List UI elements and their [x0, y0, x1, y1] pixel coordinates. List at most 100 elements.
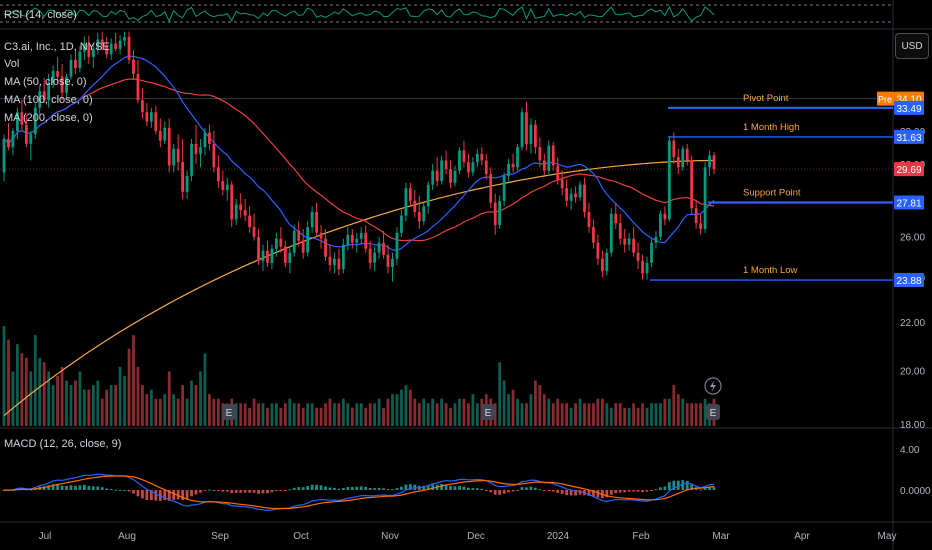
- macd-histogram-bar: [248, 490, 251, 493]
- candle-body: [542, 160, 546, 171]
- candle-body: [56, 71, 59, 77]
- macd-histogram-bar: [136, 490, 140, 497]
- volume-bar: [56, 376, 59, 426]
- candle-body: [663, 213, 667, 220]
- candle-body: [636, 252, 640, 261]
- time-axis[interactable]: Jul Aug Sep Oct Nov Dec 2024 Feb Mar Apr May: [39, 531, 897, 542]
- macd-histogram-bar: [596, 490, 600, 498]
- macd-histogram-bar: [275, 490, 278, 491]
- volume-bar: [449, 407, 452, 426]
- price-tick-label: 22.00: [900, 318, 925, 329]
- macd-histogram-bar: [493, 490, 497, 495]
- candle-body: [587, 211, 591, 228]
- volume-bar: [87, 389, 91, 426]
- volume-bar: [609, 407, 613, 426]
- volume-bar: [51, 385, 55, 426]
- price-tick-label: 18.00: [900, 420, 925, 431]
- rsi-legend: RSI (14, close): [4, 9, 77, 21]
- candle-body: [301, 240, 305, 253]
- candle-body: [422, 206, 426, 222]
- volume-bar: [529, 394, 533, 426]
- macd-histogram-bar: [382, 488, 385, 490]
- candle-body: [310, 211, 314, 228]
- macd-histogram-bar: [172, 490, 176, 500]
- macd-histogram-bar: [614, 490, 618, 494]
- volume-bar: [578, 398, 582, 426]
- macd-histogram-bar: [163, 490, 167, 501]
- candle-body: [449, 168, 452, 183]
- macd-histogram-bar: [105, 488, 109, 490]
- volume-bar: [645, 407, 649, 426]
- earnings-marker-label: E: [485, 408, 492, 419]
- candle-body: [672, 140, 676, 158]
- candle-body: [203, 132, 207, 148]
- candle-body: [404, 188, 408, 216]
- macd-histogram-bar: [627, 490, 631, 492]
- earnings-marker[interactable]: E: [481, 404, 495, 420]
- candle-body: [676, 157, 680, 168]
- volume-bar: [520, 403, 524, 426]
- earnings-markers[interactable]: E E E: [222, 377, 722, 420]
- volume-bar: [498, 362, 502, 426]
- volume-bar: [391, 394, 394, 426]
- price-tags: 34.10 Pre 33.49 31.63 27.81 23.88 29.69: [877, 91, 924, 288]
- candle-body: [208, 132, 211, 144]
- volume-bar: [7, 339, 10, 426]
- volume-bar: [574, 403, 577, 426]
- volume-bar: [301, 407, 305, 426]
- volume-bar: [212, 398, 216, 426]
- time-tick-label: May: [878, 531, 897, 542]
- earnings-marker-label: E: [226, 408, 233, 419]
- earnings-marker[interactable]: E: [706, 404, 720, 420]
- volume-bar: [368, 403, 372, 426]
- volume-bar: [377, 398, 381, 426]
- macd-histogram-bar: [319, 485, 323, 490]
- volume-bar: [690, 403, 694, 426]
- candle-body: [38, 91, 42, 108]
- moving-averages: [3, 55, 715, 417]
- candle-body: [614, 213, 618, 224]
- time-tick-label: Mar: [712, 531, 730, 542]
- macd-histogram-bar: [96, 486, 100, 490]
- candle-body: [650, 242, 653, 263]
- macd-histogram-bar: [645, 490, 649, 492]
- candle-body: [408, 188, 412, 201]
- candle-body: [127, 36, 131, 60]
- macd-histogram-bar: [190, 490, 193, 497]
- candle-body: [297, 230, 301, 241]
- candle-body: [417, 211, 421, 222]
- volume-bar: [91, 385, 95, 426]
- candle-body: [467, 162, 470, 173]
- macd-histogram-bar: [176, 490, 180, 500]
- candle-body: [690, 160, 694, 209]
- macd-histogram-bar: [123, 489, 126, 491]
- volume-bar: [297, 403, 301, 426]
- candle-body: [100, 39, 104, 47]
- macd-histogram-bar: [364, 486, 368, 490]
- price-axis[interactable]: 32.0030.0026.0024.0022.0020.0018.004.000…: [900, 127, 931, 497]
- volume-bar: [2, 326, 6, 426]
- candle-body: [583, 184, 586, 212]
- currency-button[interactable]: USD: [895, 33, 929, 59]
- candle-body: [225, 184, 229, 190]
- macd-histogram-bar: [60, 485, 64, 490]
- macd-histogram-bar: [641, 490, 644, 493]
- volume-bar: [234, 403, 238, 426]
- volume-bar: [453, 403, 457, 426]
- macd-histogram-bar: [333, 488, 336, 490]
- volume-bar: [105, 389, 109, 426]
- level-price-tag-bg: [894, 129, 924, 144]
- candle-body: [703, 167, 707, 229]
- candle-body: [377, 242, 381, 253]
- candle-body: [154, 112, 158, 131]
- volume-bar: [185, 398, 189, 426]
- volume-bar: [444, 403, 448, 426]
- lightning-event-icon[interactable]: [704, 377, 722, 395]
- candle-body: [560, 179, 564, 189]
- candle-body: [78, 51, 82, 69]
- earnings-marker[interactable]: E: [222, 404, 236, 420]
- macd-histogram-bar: [243, 490, 247, 493]
- macd-histogram-bar: [239, 490, 243, 493]
- candle-body: [605, 252, 609, 272]
